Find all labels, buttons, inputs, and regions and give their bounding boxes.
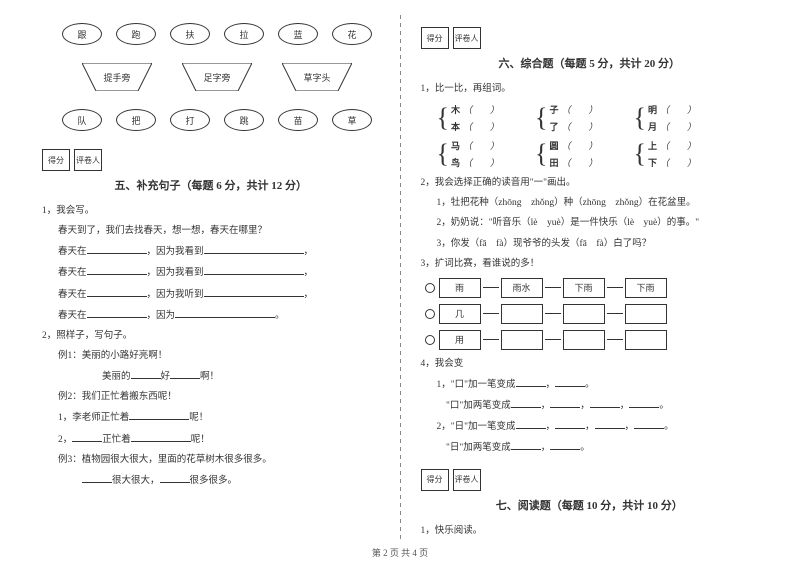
q1-line: 春天在，因为。 [58, 307, 380, 324]
oval-char: 草 [332, 109, 372, 131]
score-label: 得分 [42, 149, 70, 171]
q6-1: 1，比一比，再组词。 [421, 81, 759, 97]
brace-group: {马（ ）鸟（ ） [437, 139, 500, 169]
q2-ex1-blank: 美丽的好啊！ [102, 368, 380, 385]
brace-row-1: {木（ ）本（ ） {子（ ）了（ ） {明（ ）月（ ） [437, 103, 759, 133]
oval-char: 跟 [62, 23, 102, 45]
q6-2: 2，我会选择正确的读音用"一"画出。 [421, 175, 759, 191]
section-5-title: 五、补充句子（每题 6 分，共计 12 分） [42, 177, 380, 193]
brace-row-2: {马（ ）鸟（ ） {圆（ ）田（ ） {上（ ）下（ ） [437, 139, 759, 169]
chain-row: 用 [425, 330, 759, 350]
oval-char: 拉 [224, 23, 264, 45]
score-label: 得分 [421, 27, 449, 49]
score-box: 得分 评卷人 [421, 27, 759, 49]
oval-char: 跑 [116, 23, 156, 45]
score-label: 得分 [421, 469, 449, 491]
q6-4a: 1，"口"加一笔变成，。 [437, 376, 759, 393]
trap-label: 提手旁 [103, 71, 130, 84]
oval-char: 打 [170, 109, 210, 131]
q2: 2，照样子，写句子。 [42, 328, 380, 344]
grader-label: 评卷人 [453, 27, 481, 49]
q6-4b: "口"加两笔变成，，，。 [437, 397, 759, 414]
q6-4d: "日"加两笔变成，。 [437, 439, 759, 456]
chain-row: 雨雨水下雨下雨 [425, 278, 759, 298]
q6-4c: 2，"日"加一笔变成，，，。 [437, 418, 759, 435]
trap-label: 草字头 [303, 71, 330, 84]
trapezoid-box: 草字头 [282, 63, 352, 91]
q6-2c: 3，你发（fā fà）现爷爷的头发（fā fà）白了吗？ [437, 236, 759, 252]
score-box: 得分 评卷人 [42, 149, 380, 171]
oval-char: 队 [62, 109, 102, 131]
brace-group: {子（ ）了（ ） [535, 103, 598, 133]
q1: 1，我会写。 [42, 203, 380, 219]
q2-ex3: 例3：植物园很大很大，里面的花草树木很多很多。 [58, 452, 380, 468]
page-footer: 第 2 页 共 4 页 [0, 546, 800, 559]
q6-3: 3，扩词比赛，看谁说的多！ [421, 256, 759, 272]
q2-ex3-b: 很大很大，很多很多。 [82, 472, 380, 489]
q1-line: 春天在，因为我看到， [58, 264, 380, 281]
brace-group: {木（ ）本（ ） [437, 103, 500, 133]
brace-group: {明（ ）月（ ） [634, 103, 697, 133]
oval-char: 花 [332, 23, 372, 45]
chain-row: 几 [425, 304, 759, 324]
q2-ex2: 例2：我们正忙着搬东西呢！ [58, 389, 380, 405]
trap-label: 足字旁 [203, 71, 230, 84]
q7-1: 1，快乐阅读。 [421, 523, 759, 539]
q2-ex1: 例1：美丽的小路好亮啊！ [58, 348, 380, 364]
q2-ex2-b1: 1，李老师正忙着呢！ [58, 409, 380, 426]
grader-label: 评卷人 [453, 469, 481, 491]
oval-char: 扶 [170, 23, 210, 45]
section-6-title: 六、综合题（每题 5 分，共计 20 分） [421, 55, 759, 71]
left-column: 跟 跑 扶 拉 蓝 花 提手旁 足字旁 草字头 队 把 打 跳 苗 草 得分 评… [30, 15, 392, 540]
oval-char: 跳 [224, 109, 264, 131]
grader-label: 评卷人 [74, 149, 102, 171]
brace-group: {圆（ ）田（ ） [535, 139, 598, 169]
oval-char: 苗 [278, 109, 318, 131]
q1-line: 春天在，因为我听到， [58, 286, 380, 303]
column-divider [400, 15, 401, 540]
page-container: 跟 跑 扶 拉 蓝 花 提手旁 足字旁 草字头 队 把 打 跳 苗 草 得分 评… [0, 0, 800, 540]
brace-group: {上（ ）下（ ） [634, 139, 697, 169]
oval-char: 把 [116, 109, 156, 131]
q1-prompt: 春天到了，我们去找春天，想一想，春天在哪里？ [58, 223, 380, 239]
q1-line: 春天在，因为我看到， [58, 243, 380, 260]
q6-4: 4，我会变 [421, 356, 759, 372]
oval-char: 蓝 [278, 23, 318, 45]
section-7-title: 七、阅读题（每题 10 分，共计 10 分） [421, 497, 759, 513]
trapezoid-box: 足字旁 [182, 63, 252, 91]
score-box: 得分 评卷人 [421, 469, 759, 491]
trapezoid-row: 提手旁 足字旁 草字头 [82, 63, 380, 91]
ovals-row-top: 跟 跑 扶 拉 蓝 花 [62, 23, 380, 45]
trapezoid-box: 提手旁 [82, 63, 152, 91]
right-column: 得分 评卷人 六、综合题（每题 5 分，共计 20 分） 1，比一比，再组词。 … [409, 15, 771, 540]
ovals-row-bottom: 队 把 打 跳 苗 草 [62, 109, 380, 131]
q6-2a: 1，牡把花种（zhōng zhǒng）种（zhōng zhǒng）在花盆里。 [437, 195, 759, 211]
q2-ex2-b2: 2，正忙着呢！ [58, 431, 380, 448]
q6-2b: 2，奶奶说："听音乐（lè yuè）是一件快乐（lè yuè）的事。" [437, 215, 759, 231]
